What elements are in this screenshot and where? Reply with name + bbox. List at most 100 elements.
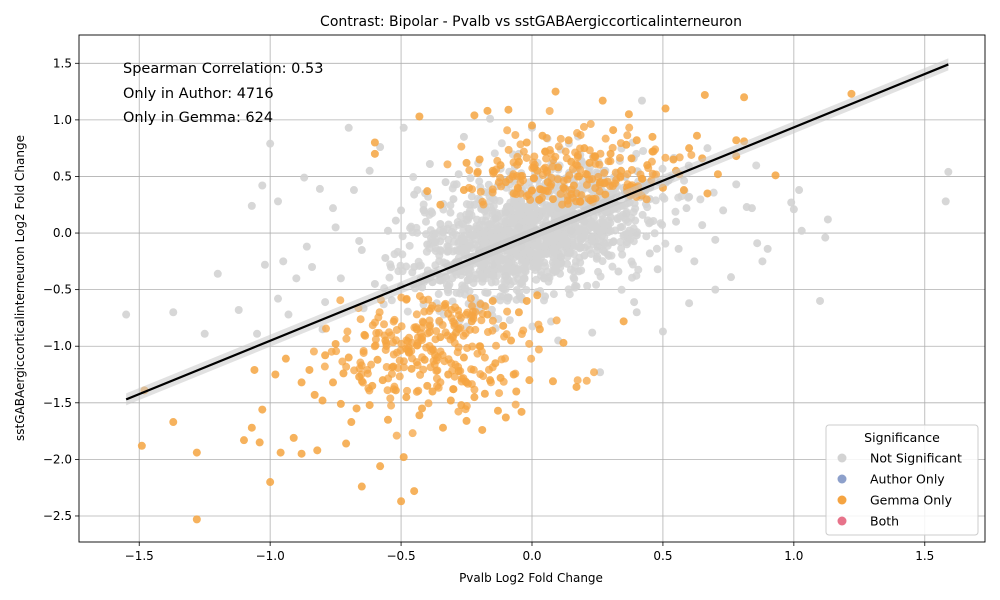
cloud-point	[421, 217, 430, 226]
cloud-point	[709, 188, 718, 197]
point-gemma-only	[247, 423, 256, 432]
point-gemma-only	[297, 378, 306, 387]
point-gemma-only	[428, 387, 437, 396]
point-gemma-only	[535, 325, 544, 334]
point-gemma-only	[564, 136, 573, 145]
cloud-point	[658, 164, 667, 173]
cloud-point	[405, 241, 414, 250]
cluster-point	[425, 341, 434, 350]
cluster-point	[438, 351, 447, 360]
point-not-significant	[302, 242, 311, 251]
cloud-point	[398, 267, 407, 276]
cloud-point	[398, 232, 407, 241]
annotation-spearman: Spearman Correlation: 0.53	[123, 61, 323, 77]
cluster-point	[466, 294, 475, 303]
cluster-point	[590, 368, 599, 377]
cluster-point	[428, 301, 437, 310]
point-not-significant	[816, 296, 825, 305]
cluster-point	[425, 316, 434, 325]
cloud-point	[580, 227, 589, 236]
point-gemma-only	[703, 189, 712, 198]
point-gemma-only	[389, 362, 398, 371]
cloud-point	[420, 208, 429, 217]
cluster-point	[459, 331, 468, 340]
cloud-point	[480, 229, 489, 238]
cluster-point	[372, 329, 381, 338]
cloud-point	[436, 226, 445, 235]
cluster-point	[504, 145, 513, 154]
cluster-point	[454, 407, 463, 416]
point-gemma-only	[585, 158, 594, 167]
point-not-significant	[541, 292, 550, 301]
point-not-significant	[580, 251, 589, 260]
cluster-point	[524, 190, 533, 199]
point-gemma-only	[321, 351, 330, 360]
cloud-point	[596, 272, 605, 281]
y-tick-label: 0.5	[53, 169, 72, 183]
point-not-significant	[630, 298, 639, 307]
point-not-significant	[727, 273, 736, 282]
point-not-significant	[397, 206, 406, 215]
cluster-point	[432, 374, 441, 383]
point-gemma-only	[368, 381, 377, 390]
point-gemma-only	[407, 364, 416, 373]
cluster-point	[545, 106, 554, 115]
cluster-point	[420, 307, 429, 316]
point-gemma-only	[499, 321, 508, 330]
point-gemma-only	[192, 448, 201, 457]
cloud-point	[661, 239, 670, 248]
point-gemma-only	[740, 93, 749, 102]
cluster-point	[616, 173, 625, 182]
y-tick-label: −0.5	[43, 283, 72, 297]
cluster-point	[582, 376, 591, 385]
cloud-point	[599, 225, 608, 234]
cluster-point	[511, 400, 520, 409]
cluster-point	[558, 200, 567, 209]
point-gemma-only	[339, 369, 348, 378]
cluster-point	[419, 365, 428, 374]
cluster-point	[440, 301, 449, 310]
point-gemma-only	[373, 355, 382, 364]
point-gemma-only	[475, 342, 484, 351]
point-not-significant	[260, 260, 269, 269]
point-gemma-only	[522, 138, 531, 147]
point-not-significant	[253, 329, 262, 338]
point-not-significant	[703, 144, 712, 153]
cloud-point	[638, 210, 647, 219]
point-not-significant	[685, 192, 694, 201]
cloud-point	[622, 240, 631, 249]
point-gemma-only	[415, 112, 424, 121]
cluster-point	[371, 335, 380, 344]
x-tick-label: −1.0	[256, 549, 285, 563]
cluster-point	[623, 131, 632, 140]
point-gemma-only	[590, 152, 599, 161]
point-gemma-only	[538, 131, 547, 140]
point-gemma-only	[378, 376, 387, 385]
point-gemma-only	[452, 328, 461, 337]
x-axis-label: Pvalb Log2 Fold Change	[459, 571, 603, 585]
point-not-significant	[454, 170, 463, 179]
point-gemma-only	[624, 110, 633, 119]
cluster-point	[687, 150, 696, 159]
cluster-point	[473, 349, 482, 358]
point-gemma-only	[404, 347, 413, 356]
cluster-point	[573, 376, 582, 385]
point-gemma-only	[250, 365, 259, 374]
cluster-point	[473, 167, 482, 176]
point-not-significant	[823, 215, 832, 224]
point-gemma-only	[580, 144, 589, 153]
cluster-point	[554, 142, 563, 151]
cluster-point	[402, 295, 411, 304]
point-gemma-only	[488, 296, 497, 305]
point-not-significant	[274, 294, 283, 303]
point-gemma-only	[609, 126, 618, 135]
point-gemma-only	[551, 87, 560, 96]
cloud-point	[620, 230, 629, 239]
cloud-point	[515, 211, 524, 220]
cluster-point	[380, 320, 389, 329]
cloud-point	[490, 149, 499, 158]
cluster-point	[530, 152, 539, 161]
cloud-point	[587, 236, 596, 245]
point-not-significant	[292, 274, 301, 283]
cluster-point	[381, 345, 390, 354]
